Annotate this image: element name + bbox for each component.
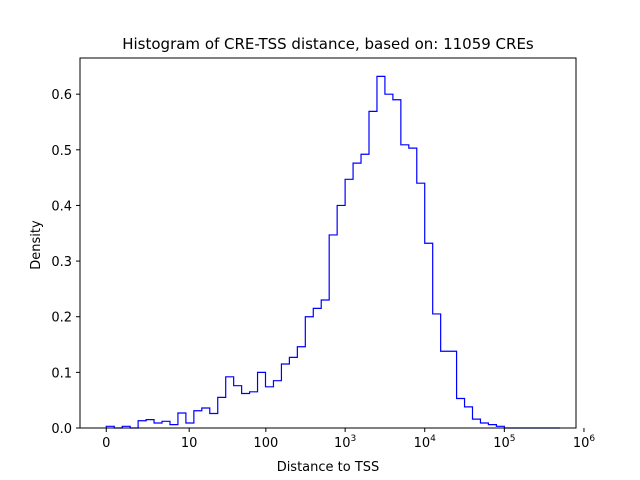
x-tick-label: 104: [414, 434, 437, 451]
axes-frame: [79, 57, 577, 429]
y-tick-label: 0.1: [51, 366, 72, 381]
x-tick-label: 100: [253, 436, 278, 451]
x-tick-label: 103: [334, 434, 356, 451]
histogram-step-line: [105, 75, 561, 429]
x-axis-label: Distance to TSS: [277, 460, 380, 475]
x-tick-label: 10: [181, 436, 198, 451]
y-axis-label: Density: [29, 220, 44, 270]
y-tick-label: 0.0: [51, 422, 72, 437]
chart-title: Histogram of CRE-TSS distance, based on:…: [122, 35, 534, 53]
y-tick-label: 0.6: [51, 88, 72, 103]
y-tick-label: 0.3: [51, 255, 72, 270]
x-tick-label: 105: [493, 434, 515, 451]
x-axis-ticks: 0 10 100 103 104 105 106: [102, 428, 595, 451]
y-tick-label: 0.5: [51, 144, 72, 159]
x-tick-label: 106: [573, 434, 596, 451]
y-tick-label: 0.2: [51, 311, 72, 326]
y-tick-label: 0.4: [51, 199, 72, 214]
y-axis-ticks: 0.0 0.1 0.2 0.3 0.4 0.5 0.6: [51, 88, 80, 437]
x-tick-label: 0: [102, 436, 110, 451]
